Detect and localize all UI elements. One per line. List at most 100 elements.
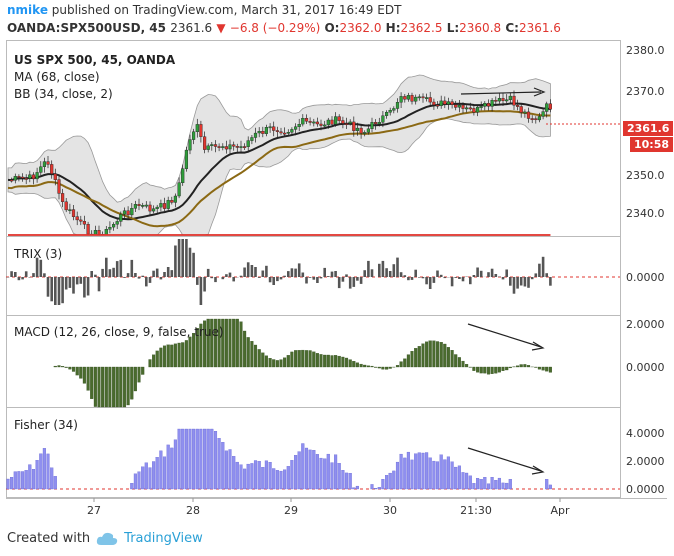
macd-bar [348,359,352,368]
fisher-bar [406,451,410,490]
macd-bar [523,364,527,368]
macd-bar [246,337,250,368]
fisher-bar [203,428,207,490]
trix-bar [250,265,254,277]
trix-bar [174,245,177,277]
price-axis-tick: 2350.0 [626,169,665,182]
candle-body [224,146,228,150]
chart-header-published: nmike published on TradingView.com, Marc… [7,3,401,17]
trix-bar [108,269,112,277]
macd-bar [355,362,359,368]
macd-bar [261,352,265,368]
trix-bar [367,260,370,277]
candle-body [181,168,185,183]
macd-bar [253,344,258,368]
ohlc-close: 2361.6 [518,21,561,35]
triangle-down-icon: ▼ [216,21,226,35]
trix-bar [359,277,363,284]
trix-bar [450,277,454,287]
tradingview-cloud-icon [97,532,118,545]
macd-divergence-arrowhead [531,341,545,351]
trix-bar [155,268,159,277]
trix-bar [352,277,356,287]
trix-bar [265,265,268,277]
fisher-bar [465,472,469,490]
candle-body [17,176,21,178]
chart-svg[interactable]: 2380.0 2370.0 2350.0 2340.0 0.0000 2.0000 0.00… [6,40,667,521]
fisher-bar [246,463,250,490]
trix-bar [469,277,472,285]
macd-bar [377,366,381,369]
candle-body [359,127,363,134]
macd-bar [457,357,461,368]
candle-body [151,208,156,212]
fisher-bar [381,479,385,490]
macd-bar [130,366,134,400]
trix-bar [403,275,407,277]
macd-bar [330,355,334,368]
trix-bar [97,277,101,292]
trix-bar [254,267,257,277]
trix-bar [418,277,421,278]
fisher-bar [199,428,203,490]
macd-bar [239,321,243,368]
candle-body [483,103,487,107]
fisher-bar [421,452,425,490]
fisher-label: Fisher (34) [14,418,78,432]
author-link[interactable]: nmike [7,3,48,17]
chart-area[interactable]: 2380.0 2370.0 2350.0 2340.0 0.0000 2.0000 0.00… [6,40,667,521]
trix-bar [396,257,399,277]
trix-bar [279,277,283,280]
moving-average-line [7,102,551,221]
fisher-bar [377,487,381,490]
candle-body [188,139,192,151]
price-pane-title: US SPX 500, 45, OANDA [14,53,176,67]
time-axis-label: 30 [383,504,397,517]
candle-body [283,132,287,135]
fisher-bar [46,453,50,490]
macd-bar [435,341,440,368]
candle-body [476,106,480,113]
trix-bar [50,277,53,302]
ma-label: MA (68, close) [14,70,100,84]
trix-bar [83,277,86,298]
fisher-bar [472,483,476,490]
macd-axis-tick: 2.0000 [626,318,665,331]
candle-body [410,95,414,102]
macd-bar [534,366,538,368]
fisher-bar [439,454,443,490]
macd-bar [490,366,494,374]
candle-body [228,144,232,150]
trix-bar [199,277,203,305]
fisher-bar [148,467,152,490]
fisher-bar [192,428,196,490]
trix-bar [90,271,93,277]
candle-body [385,111,389,116]
tradingview-brand-link[interactable]: TradingView [124,531,203,546]
candle-body [246,140,250,147]
fisher-axis-tick: 4.0000 [626,427,665,440]
macd-bar [101,366,105,408]
fisher-bar [308,449,312,490]
fisher-bar [355,485,359,490]
ohlc-low-key: L: [446,21,460,35]
trix-bar [407,277,410,281]
fisher-bar [261,467,265,490]
trix-bar [381,260,385,277]
candle-body [86,223,90,235]
trix-bar [297,263,301,277]
trix-bar [141,275,144,277]
macd-bar [395,365,400,368]
candle-body [312,121,316,124]
trix-bar [330,271,334,277]
fisher-bar [141,466,145,490]
fisher-bar [392,470,396,490]
candle-body [414,96,418,102]
candle-body [337,116,341,121]
trix-bar [308,277,312,278]
fisher-bar [188,428,192,490]
candle-body [257,130,261,134]
trix-bar [363,270,366,277]
trix-bar [181,239,184,277]
candle-body [268,126,272,129]
